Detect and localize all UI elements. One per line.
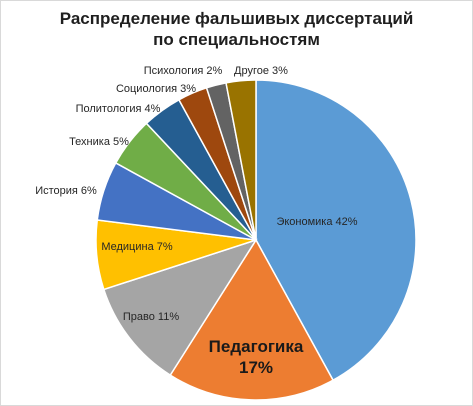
label-law: Право 11% — [123, 311, 179, 323]
slice-other — [225, 79, 257, 241]
pie-labels: Экономика 42% Педагогика 17% Право 11% М… — [35, 65, 358, 377]
label-pedagogy-name: Педагогика — [209, 337, 304, 356]
label-psychology: Психология 2% — [144, 65, 223, 77]
label-sociology: Социология 3% — [116, 83, 196, 95]
label-technics: Техника 5% — [69, 136, 129, 148]
slice-economics — [255, 79, 417, 382]
slice-law — [102, 238, 258, 377]
chart-title-line2: по специальностям — [153, 30, 320, 49]
label-economics: Экономика 42% — [276, 216, 357, 228]
label-medicine: Медицина 7% — [101, 241, 173, 253]
label-politology: Политология 4% — [76, 103, 161, 115]
label-other: Другое 3% — [234, 65, 288, 77]
chart-title-line1: Распределение фальшивых диссертаций — [59, 9, 414, 28]
label-history: История 6% — [35, 185, 97, 197]
slice-pedagogy — [169, 238, 335, 401]
chart-title: Распределение фальшивых диссертаций по с… — [0, 8, 473, 50]
label-pedagogy-value: 17% — [239, 358, 273, 377]
pie-slices — [95, 79, 417, 401]
